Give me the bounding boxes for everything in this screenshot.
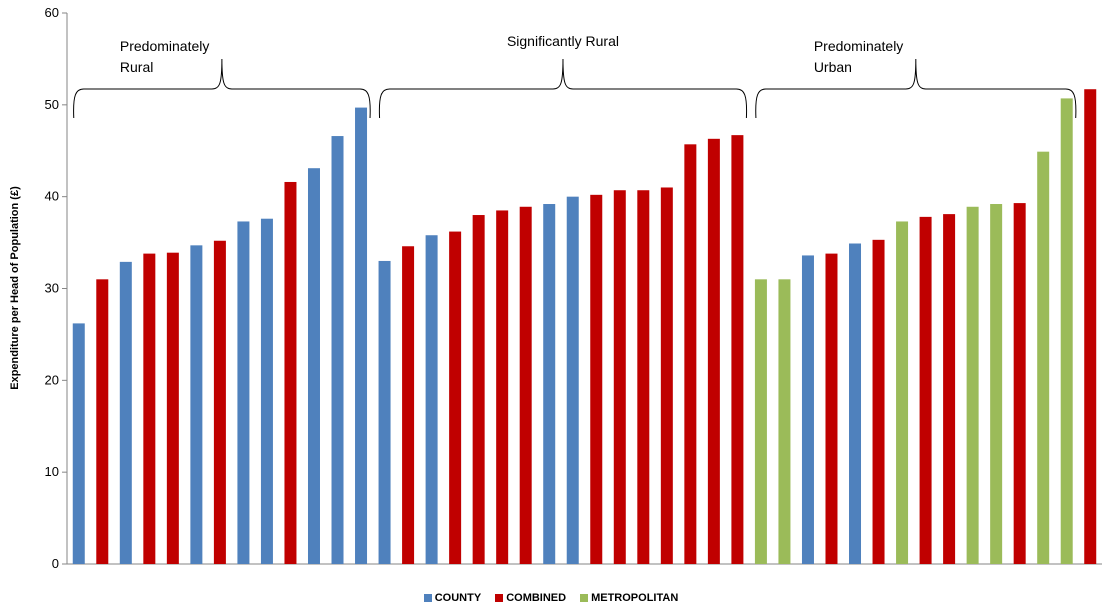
bar-county <box>331 136 344 564</box>
bar-county <box>801 255 814 564</box>
bar-county <box>378 260 391 564</box>
y-tick-label: 40 <box>45 189 59 204</box>
bar-county <box>425 235 438 564</box>
legend-item-metropolitan: METROPOLITAN <box>580 592 678 604</box>
legend-item-combined: COMBINED <box>495 592 566 604</box>
bar-combined <box>590 194 603 564</box>
bar-combined <box>684 144 697 565</box>
legend: COUNTY COMBINED METROPOLITAN <box>0 592 1102 604</box>
bar-combined <box>613 190 626 564</box>
bar-metropolitan <box>1060 98 1073 564</box>
group-label: Rural <box>120 59 153 75</box>
bar-metropolitan <box>754 279 767 564</box>
bar-combined <box>496 210 509 565</box>
bar-metropolitan <box>778 279 791 564</box>
bar-combined <box>143 253 156 564</box>
bar-combined <box>637 190 650 564</box>
bar-combined <box>449 231 462 564</box>
y-tick-label: 20 <box>45 372 59 387</box>
group-label: Significantly Rural <box>507 33 619 49</box>
bar-county <box>119 261 132 564</box>
bar-metropolitan <box>896 221 909 564</box>
bar-county <box>72 323 85 564</box>
bar-combined <box>402 246 415 565</box>
bar-combined <box>472 215 485 565</box>
group-label: Predominately <box>814 38 904 54</box>
group-label: Urban <box>814 59 852 75</box>
bar-combined <box>1084 89 1097 564</box>
y-tick-label: 30 <box>45 281 59 296</box>
bar-metropolitan <box>990 204 1003 564</box>
bar-combined <box>519 206 532 565</box>
bar-county <box>543 204 556 564</box>
legend-item-county: COUNTY <box>423 592 482 604</box>
bar-county <box>849 243 862 565</box>
legend-swatch-combined <box>495 594 504 602</box>
bar-combined <box>166 252 179 564</box>
bars <box>72 89 1097 565</box>
bar-county <box>355 107 368 565</box>
legend-swatch-metropolitan <box>580 594 589 602</box>
group-braces: Predominately Rural Significantly Rural Pre… <box>73 33 1077 119</box>
group-brace <box>378 58 748 119</box>
bar-combined <box>1013 203 1026 564</box>
legend-label-combined: COMBINED <box>506 592 567 604</box>
bar-metropolitan <box>1037 151 1050 564</box>
bar-county <box>260 218 273 564</box>
bar-county <box>237 221 250 564</box>
bar-combined <box>213 240 226 564</box>
legend-label-metropolitan: METROPOLITAN <box>591 592 679 604</box>
y-tick-label: 10 <box>45 464 59 479</box>
bar-combined <box>96 279 109 564</box>
legend-label-county: COUNTY <box>434 592 482 604</box>
bar-combined <box>825 253 838 564</box>
group-brace <box>755 58 1077 119</box>
bar-combined <box>919 216 932 564</box>
bar-combined <box>731 135 744 564</box>
bar-combined <box>943 214 956 565</box>
group-brace <box>73 58 371 119</box>
legend-swatch-county <box>423 594 432 602</box>
bar-county <box>566 196 579 564</box>
bar-chart: 0 10 20 30 40 50 60 Predominately Rural Signific… <box>9 5 1102 571</box>
y-axis-label: Expenditure per Head of Population (£) <box>9 186 21 390</box>
bar-county <box>307 168 320 564</box>
y-tick-label: 60 <box>45 5 59 20</box>
bar-combined <box>284 181 297 564</box>
bar-combined <box>707 138 720 565</box>
bar-combined <box>872 239 885 564</box>
bar-metropolitan <box>966 206 979 565</box>
y-tick-label: 50 <box>45 97 59 112</box>
y-tick-label: 0 <box>52 556 59 571</box>
bar-county <box>190 245 203 565</box>
bar-combined <box>660 187 673 564</box>
group-label: Predominately <box>120 38 210 54</box>
